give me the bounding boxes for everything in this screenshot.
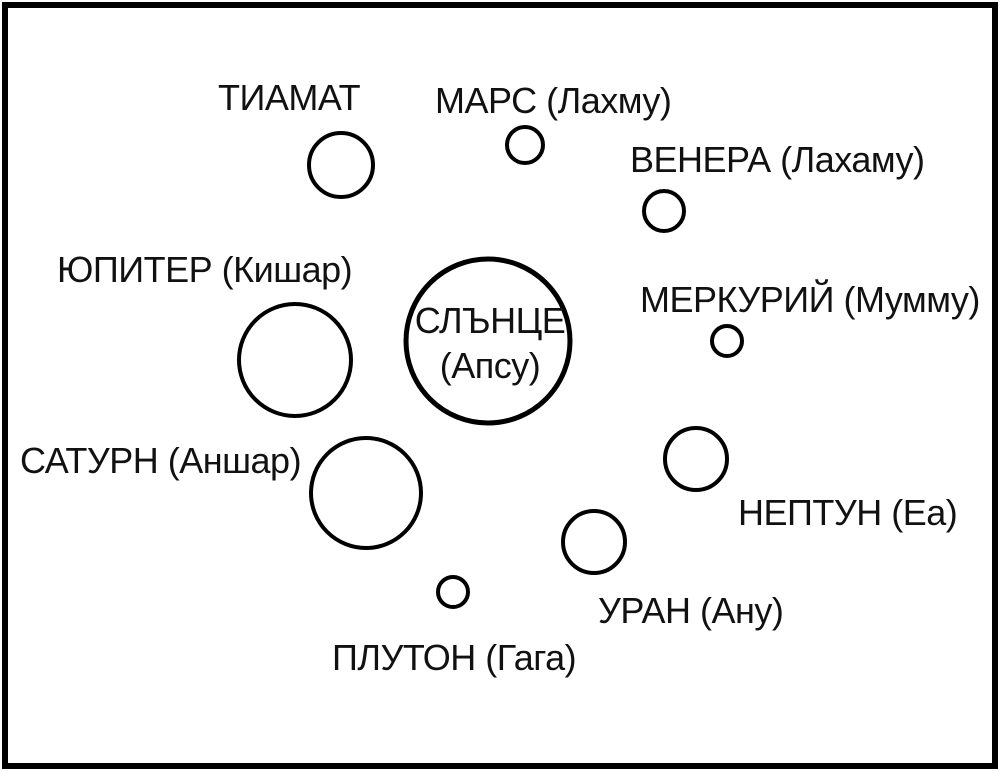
sun-label-line2: (Апсу) bbox=[440, 345, 540, 386]
sun-circle bbox=[403, 256, 573, 426]
neptune-circle bbox=[663, 426, 729, 492]
pluto-circle bbox=[436, 575, 470, 609]
saturn-circle bbox=[309, 436, 423, 550]
uranus-label: УРАН (Ану) bbox=[598, 590, 783, 631]
tiamat-label: ТИАМАТ bbox=[218, 77, 361, 118]
jupiter-label: ЮПИТЕР (Кишар) bbox=[57, 249, 352, 290]
mars-circle bbox=[505, 125, 545, 165]
jupiter-circle bbox=[237, 302, 353, 418]
tiamat-circle bbox=[307, 131, 375, 199]
neptune-label: НЕПТУН (Еа) bbox=[738, 492, 957, 533]
uranus-circle bbox=[561, 509, 627, 575]
mercury-circle bbox=[710, 324, 744, 358]
saturn-label: САТУРН (Аншар) bbox=[20, 440, 301, 481]
venus-label: ВЕНЕРА (Лахаму) bbox=[630, 139, 925, 180]
sun-label-line1: СЛЪНЦЕ bbox=[415, 300, 566, 341]
pluto-label: ПЛУТОН (Гага) bbox=[332, 637, 576, 678]
venus-circle bbox=[642, 189, 686, 233]
mercury-label: МЕРКУРИЙ (Мумму) bbox=[640, 278, 980, 320]
mars-label: МАРС (Лахму) bbox=[435, 80, 671, 121]
